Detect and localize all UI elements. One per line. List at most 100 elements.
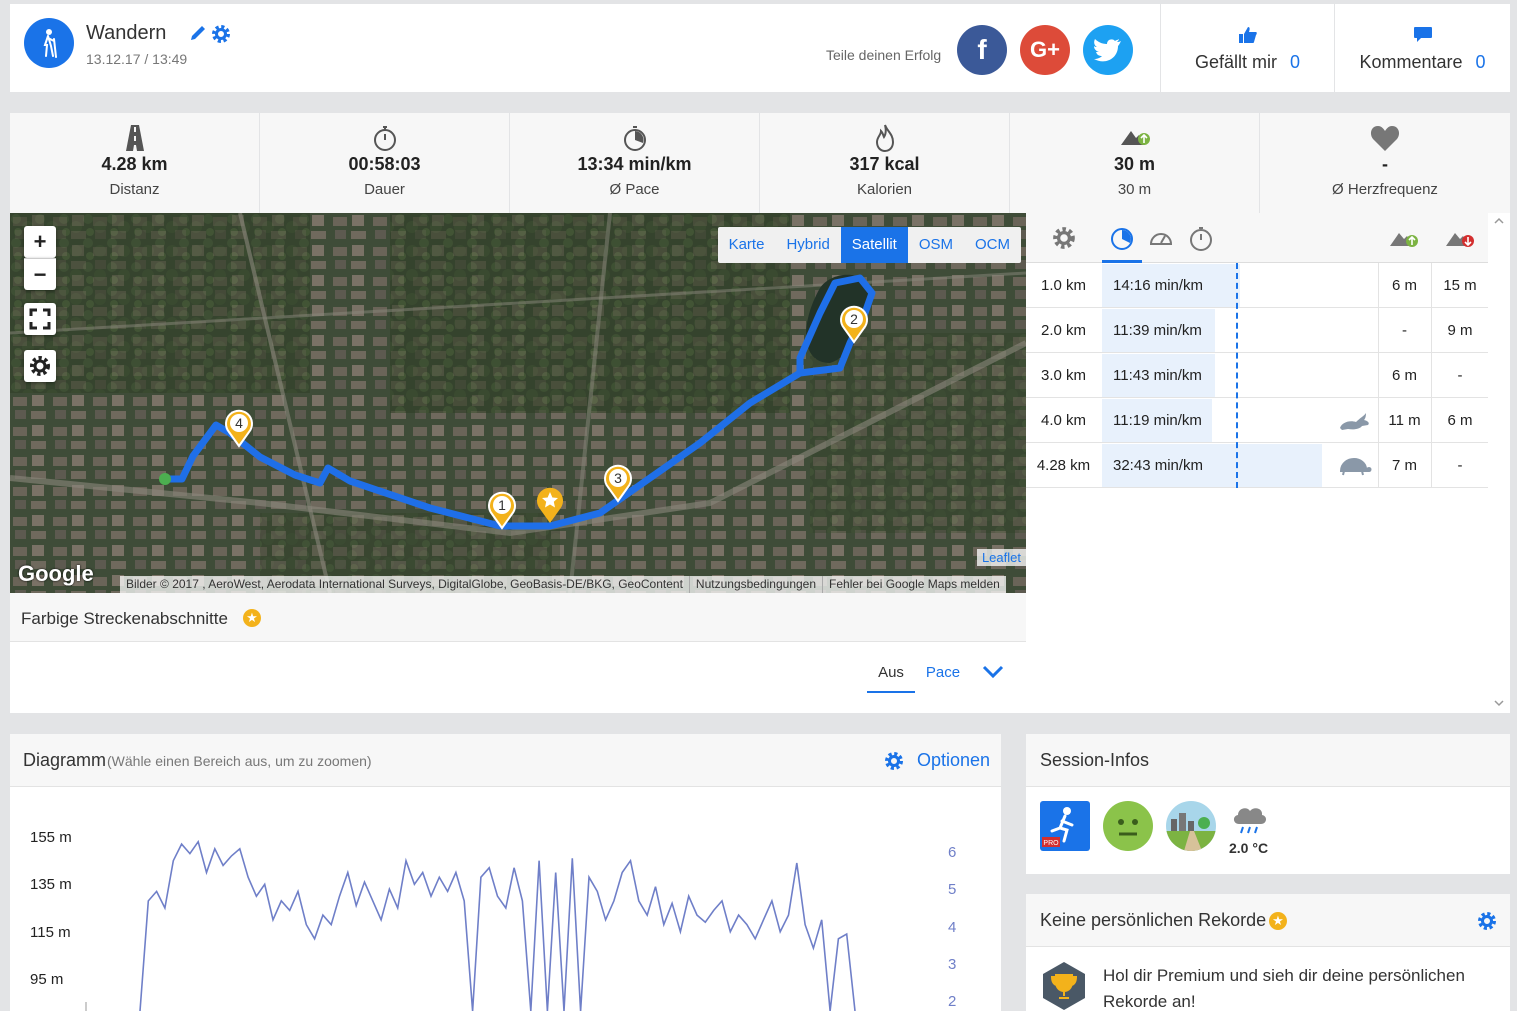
- colored-segments-panel: Farbige Streckenabschnitte ★ Aus Pace: [10, 593, 1026, 713]
- stat-label: Ø Herzfrequenz: [1332, 181, 1438, 198]
- gear-icon[interactable]: [1051, 225, 1077, 251]
- highlight-star-marker[interactable]: [534, 485, 566, 525]
- hiking-icon: [24, 18, 74, 68]
- comments-button[interactable]: Kommentare 0: [1335, 4, 1510, 92]
- trophy-icon: [1043, 962, 1085, 1010]
- records-panel: Keine persönlichen Rekorde ★ Hol dir Pre…: [1026, 894, 1510, 1011]
- map-type-hybrid[interactable]: Hybrid: [786, 236, 830, 253]
- split-pace: 11:19 min/km: [1113, 412, 1202, 429]
- y-axis-left-tick: 115 m: [30, 924, 71, 941]
- split-elevation-loss: -: [1431, 353, 1488, 398]
- map-type-osm[interactable]: OSM: [918, 236, 953, 253]
- split-elevation-gain: 7 m: [1378, 443, 1430, 488]
- premium-star-icon: ★: [243, 609, 261, 627]
- google-plus-share-button[interactable]: G+: [1020, 25, 1070, 75]
- google-logo: Google: [18, 561, 94, 586]
- y-axis-right-tick: 6: [948, 844, 956, 861]
- like-button[interactable]: Gefällt mir 0: [1161, 4, 1334, 92]
- split-row[interactable]: 4.28 km 32:43 min/km 7 m-: [1026, 443, 1488, 488]
- stat-label: Kalorien: [856, 181, 913, 198]
- records-title: Keine persönlichen Rekorde: [1040, 910, 1267, 930]
- split-distance: 1.0 km: [1040, 277, 1086, 294]
- records-text-line1: Hol dir Premium und sieh dir deine persö…: [1103, 966, 1465, 985]
- tab-aus[interactable]: Aus: [867, 653, 915, 693]
- marker-label: 4: [235, 415, 243, 431]
- gear-icon: [885, 752, 903, 770]
- fullscreen-button[interactable]: [24, 303, 56, 335]
- split-elevation-gain: -: [1378, 308, 1430, 353]
- map-type-karte[interactable]: Karte: [728, 236, 765, 253]
- split-row[interactable]: 1.0 km 14:16 min/km 6 m 15 m: [1026, 263, 1488, 308]
- thumbs-up-icon: [1239, 27, 1257, 43]
- split-row[interactable]: 2.0 km 11:39 min/km -9 m: [1026, 308, 1488, 353]
- runtastic-pro-app-icon: PRO: [1040, 801, 1090, 851]
- split-elevation-loss: 15 m: [1431, 263, 1488, 308]
- edit-pencil-icon[interactable]: [188, 23, 208, 48]
- tab-pace[interactable]: Pace: [925, 664, 961, 681]
- scroll-down-icon[interactable]: [1494, 699, 1504, 707]
- terms-link[interactable]: Nutzungsbedingungen: [688, 576, 822, 593]
- stat-calories: 317 kcal Kalorien: [760, 113, 1010, 213]
- map-type-satellit[interactable]: Satellit: [840, 227, 908, 263]
- facebook-share-button[interactable]: f: [957, 25, 1007, 75]
- y-axis-right-tick: 3: [948, 956, 956, 973]
- speedometer-icon[interactable]: [1148, 226, 1174, 250]
- records-text-line2: Rekorde an!: [1103, 992, 1196, 1011]
- activity-header: Wandern 13.12.17 / 13:49 Teile deinen Er…: [10, 4, 1510, 92]
- elevation-loss-icon: [1446, 233, 1474, 247]
- google-plus-icon: G+: [1030, 37, 1060, 62]
- route-map[interactable]: 1 2 3 4 + − Karte Hybrid Satellit OSM OC…: [10, 213, 1026, 593]
- elevation-gain-icon: [1121, 131, 1150, 145]
- km-marker-2[interactable]: 2: [838, 304, 870, 344]
- split-distance: 4.28 km: [1036, 457, 1091, 474]
- map-type-switcher: Karte Hybrid Satellit OSM OCM: [717, 227, 1021, 263]
- y-axis-right-tick: 4: [948, 919, 956, 936]
- leaflet-link[interactable]: Leaflet: [976, 549, 1026, 566]
- stat-value: 00:58:03: [348, 154, 421, 174]
- split-pace: 11:43 min/km: [1113, 367, 1202, 384]
- session-info-panel: Session-Infos PRO 2.0 °C: [1026, 734, 1510, 874]
- stopwatch-icon[interactable]: [1188, 225, 1214, 251]
- satellite-imagery: [10, 213, 1026, 593]
- segments-title: Farbige Streckenabschnitte: [21, 609, 228, 628]
- map-settings-button[interactable]: [24, 350, 56, 382]
- header-divider: [1160, 4, 1161, 92]
- facebook-icon: f: [977, 34, 987, 65]
- options-label: Optionen: [917, 750, 991, 770]
- road-icon: [126, 125, 144, 151]
- km-marker-3[interactable]: 3: [602, 463, 634, 503]
- svg-text:PRO: PRO: [1043, 840, 1059, 847]
- split-pace-bar: [1102, 399, 1212, 442]
- splits-scrollbar[interactable]: [1488, 213, 1510, 713]
- split-pace: 11:39 min/km: [1113, 322, 1202, 339]
- marker-label: 3: [614, 470, 622, 486]
- km-marker-1[interactable]: 1: [486, 490, 518, 530]
- zoom-out-button[interactable]: −: [24, 258, 56, 290]
- diagram-hint: (Wähle einen Bereich aus, um zu zoomen): [107, 753, 372, 769]
- split-row[interactable]: 3.0 km 11:43 min/km 6 m-: [1026, 353, 1488, 398]
- tab-pace-splits[interactable]: [1102, 213, 1142, 263]
- average-pace-line: [1236, 263, 1238, 488]
- marker-label: 1: [498, 497, 506, 513]
- split-distance: 3.0 km: [1040, 367, 1086, 384]
- map-attribution: Bilder © 2017 , AeroWest, Aerodata Inter…: [120, 576, 1006, 593]
- twitter-share-button[interactable]: [1083, 25, 1133, 75]
- settings-gear-icon[interactable]: [210, 23, 232, 50]
- scroll-up-icon[interactable]: [1494, 217, 1504, 225]
- comments-label: Kommentare: [1359, 52, 1463, 72]
- chevron-down-icon[interactable]: [982, 665, 1004, 679]
- map-type-ocm[interactable]: OCM: [975, 236, 1010, 253]
- elevation-chart[interactable]: 155 m 135 m 115 m 95 m 6 5 4 3 2: [10, 787, 1001, 1011]
- city-park-surface-icon: [1166, 801, 1216, 851]
- zoom-in-button[interactable]: +: [24, 226, 56, 258]
- split-elevation-gain: 11 m: [1378, 398, 1430, 443]
- stats-bar: 4.28 km Distanz 00:58:03 Dauer 13:34 min…: [10, 113, 1510, 213]
- share-label: Teile deinen Erfolg: [826, 47, 942, 63]
- km-marker-4[interactable]: 4: [223, 408, 255, 448]
- split-pace-bar: [1102, 264, 1240, 307]
- attribution-text: Bilder © 2017 , AeroWest, Aerodata Inter…: [126, 577, 683, 591]
- report-error-link[interactable]: Fehler bei Google Maps melden: [822, 576, 1006, 593]
- gear-icon[interactable]: [1476, 910, 1498, 932]
- twitter-icon: [1094, 39, 1121, 62]
